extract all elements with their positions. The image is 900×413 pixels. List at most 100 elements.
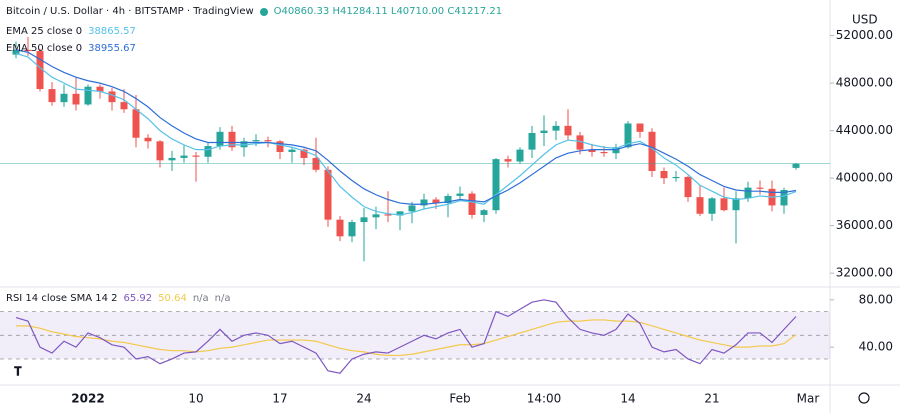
candle-body [300, 149, 308, 158]
candle-body [192, 155, 200, 157]
x-tick-label: 2022 [71, 392, 104, 406]
candle-body [576, 135, 584, 150]
candle-body [480, 210, 488, 215]
x-tick-label: 10 [188, 392, 203, 406]
candle-body [324, 169, 332, 220]
candle-body [756, 187, 764, 189]
symbol-legend: Bitcoin / U.S. Dollar · 4h · BITSTAMP · … [6, 6, 502, 17]
candle-body [168, 157, 176, 161]
candle-body [696, 197, 704, 214]
candle-body [108, 91, 116, 103]
status-dot [259, 7, 268, 16]
candle-body [384, 214, 392, 216]
candle-body [552, 125, 560, 131]
currency-label: USD [852, 13, 878, 27]
high-label: H41284.11 [332, 6, 388, 17]
x-tick-label: Mar [797, 392, 820, 406]
candle-body [540, 130, 548, 133]
ema-value: 38955.67 [88, 43, 136, 54]
candle-body [792, 163, 800, 168]
ema-legend: EMA 25 close 0 38865.57 [6, 26, 136, 37]
candle-body [36, 51, 44, 90]
candle-body [132, 109, 140, 138]
candle-body [492, 159, 500, 211]
candle-body [528, 133, 536, 150]
candle-body [372, 214, 380, 218]
candle-body [672, 176, 680, 179]
candle-body [660, 171, 668, 179]
candle-body [468, 193, 476, 215]
candle-body [396, 211, 404, 216]
x-tick-label: 14 [620, 392, 635, 406]
candle-body [648, 131, 656, 171]
candle-body [144, 137, 152, 142]
candle-body [288, 149, 296, 152]
candle-body [96, 86, 104, 92]
x-tick-label: 21 [704, 392, 719, 406]
candle-body [456, 193, 464, 196]
candle-body [180, 155, 188, 158]
candle-body [516, 149, 524, 162]
candle-body [204, 146, 212, 157]
candle-body [780, 190, 788, 206]
candle-body [408, 205, 416, 212]
y-tick-label: 40.00 [859, 340, 893, 354]
candle-body [276, 141, 284, 152]
ema-value: 38865.57 [88, 26, 136, 37]
candle-body [264, 140, 272, 142]
ema-name: EMA 50 close 0 [6, 43, 83, 54]
candle-body [432, 199, 440, 204]
candle-body [72, 93, 80, 105]
y-tick-label: 80.00 [859, 292, 893, 306]
candle-body [600, 152, 608, 154]
x-tick-label: Feb [449, 392, 470, 406]
x-tick-label: 24 [356, 392, 371, 406]
sma-value: 50.64 [158, 293, 187, 304]
y-tick-label: 52000.00 [836, 28, 893, 42]
candle-body [444, 195, 452, 204]
tv-logo: 𝐓 [14, 365, 22, 379]
y-tick-label: 32000.00 [836, 266, 893, 280]
na-value: n/a [192, 293, 209, 304]
candle-body [684, 176, 692, 198]
candle-body [420, 199, 428, 206]
candle-body [744, 187, 752, 199]
ema-name: EMA 25 close 0 [6, 26, 83, 37]
y-tick-label: 36000.00 [836, 218, 893, 232]
candle-body [732, 198, 740, 211]
candle-body [84, 86, 92, 105]
x-tick-label: 17 [272, 392, 287, 406]
ohlc-values: O40860.33 H41284.11 L40710.00 C41217.21 [274, 6, 502, 17]
na-value: n/a [214, 293, 231, 304]
symbol-title: Bitcoin / U.S. Dollar · 4h · BITSTAMP · … [6, 6, 254, 17]
settings-icon [858, 392, 870, 404]
indicator-line [15, 52, 797, 216]
candle-body [624, 123, 632, 148]
candle-body [60, 93, 68, 103]
candle-body [252, 140, 260, 142]
y-tick-label: 48000.00 [836, 76, 893, 90]
indicator-line [15, 299, 797, 374]
candle-body [24, 49, 32, 52]
rsi-value: 65.92 [123, 293, 153, 304]
candle-body [228, 131, 236, 148]
candle-body [708, 198, 716, 214]
candle-body [12, 49, 20, 55]
x-tick-label: 14:00 [527, 392, 562, 406]
candle-body [504, 159, 512, 162]
ema-legend: EMA 50 close 0 38955.67 [6, 43, 136, 54]
close-label: C41217.21 [447, 6, 503, 17]
candle-body [588, 149, 596, 152]
low-label: L40710.00 [390, 6, 445, 17]
indicator-line [15, 49, 797, 205]
candle-body [636, 123, 644, 132]
candle-body [120, 102, 128, 110]
candle-body [48, 89, 56, 103]
rsi-legend: RSI 14 close SMA 14 2 65.92 50.64 n/a n/… [6, 293, 231, 304]
candle-body [216, 131, 224, 147]
rsi-title: RSI 14 close SMA 14 2 [6, 293, 118, 304]
candle-body [720, 198, 728, 211]
candle-body [360, 217, 368, 223]
